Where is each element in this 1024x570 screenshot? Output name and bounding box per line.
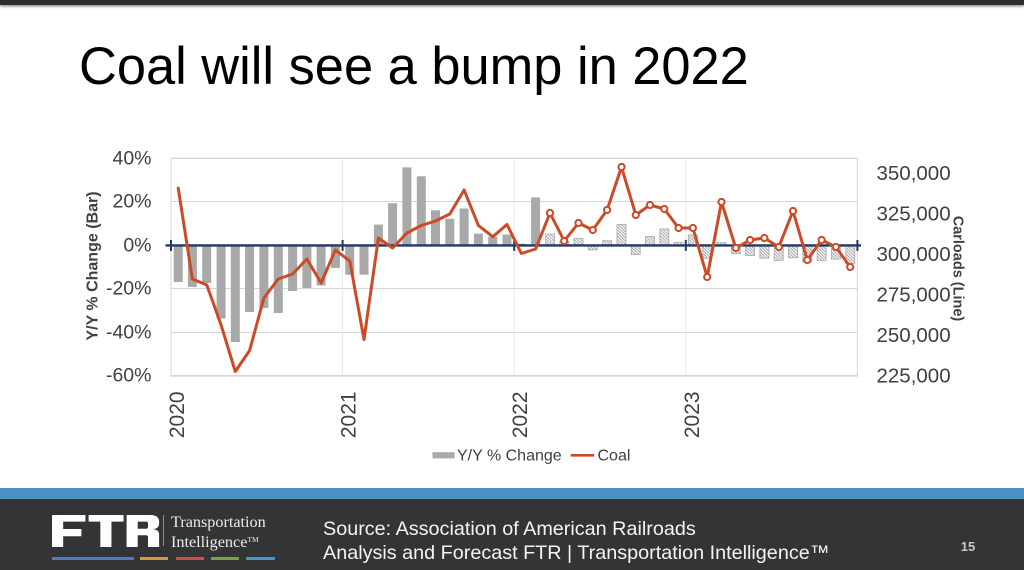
svg-text:-20%: -20%	[106, 278, 152, 300]
svg-text:2022: 2022	[509, 391, 532, 438]
svg-text:300,000: 300,000	[877, 243, 951, 266]
svg-text:325,000: 325,000	[877, 203, 951, 226]
svg-text:2023: 2023	[681, 391, 704, 438]
svg-text:250,000: 250,000	[877, 324, 951, 347]
svg-text:Coal: Coal	[598, 448, 631, 465]
svg-text:Y/Y % Change: Y/Y % Change	[457, 448, 562, 465]
svg-text:-60%: -60%	[106, 365, 152, 387]
svg-text:275,000: 275,000	[877, 284, 951, 307]
svg-text:2020: 2020	[166, 391, 189, 438]
svg-text:2021: 2021	[338, 391, 361, 438]
svg-text:-40%: -40%	[106, 322, 152, 344]
svg-text:350,000: 350,000	[877, 162, 951, 185]
svg-text:20%: 20%	[112, 191, 151, 213]
svg-text:225,000: 225,000	[877, 365, 951, 388]
svg-text:0%: 0%	[123, 234, 151, 256]
svg-text:40%: 40%	[112, 148, 151, 170]
svg-text:Y/Y % Change (Bar): Y/Y % Change (Bar)	[85, 191, 102, 340]
svg-text:Carloads (Line): Carloads (Line)	[950, 216, 966, 322]
